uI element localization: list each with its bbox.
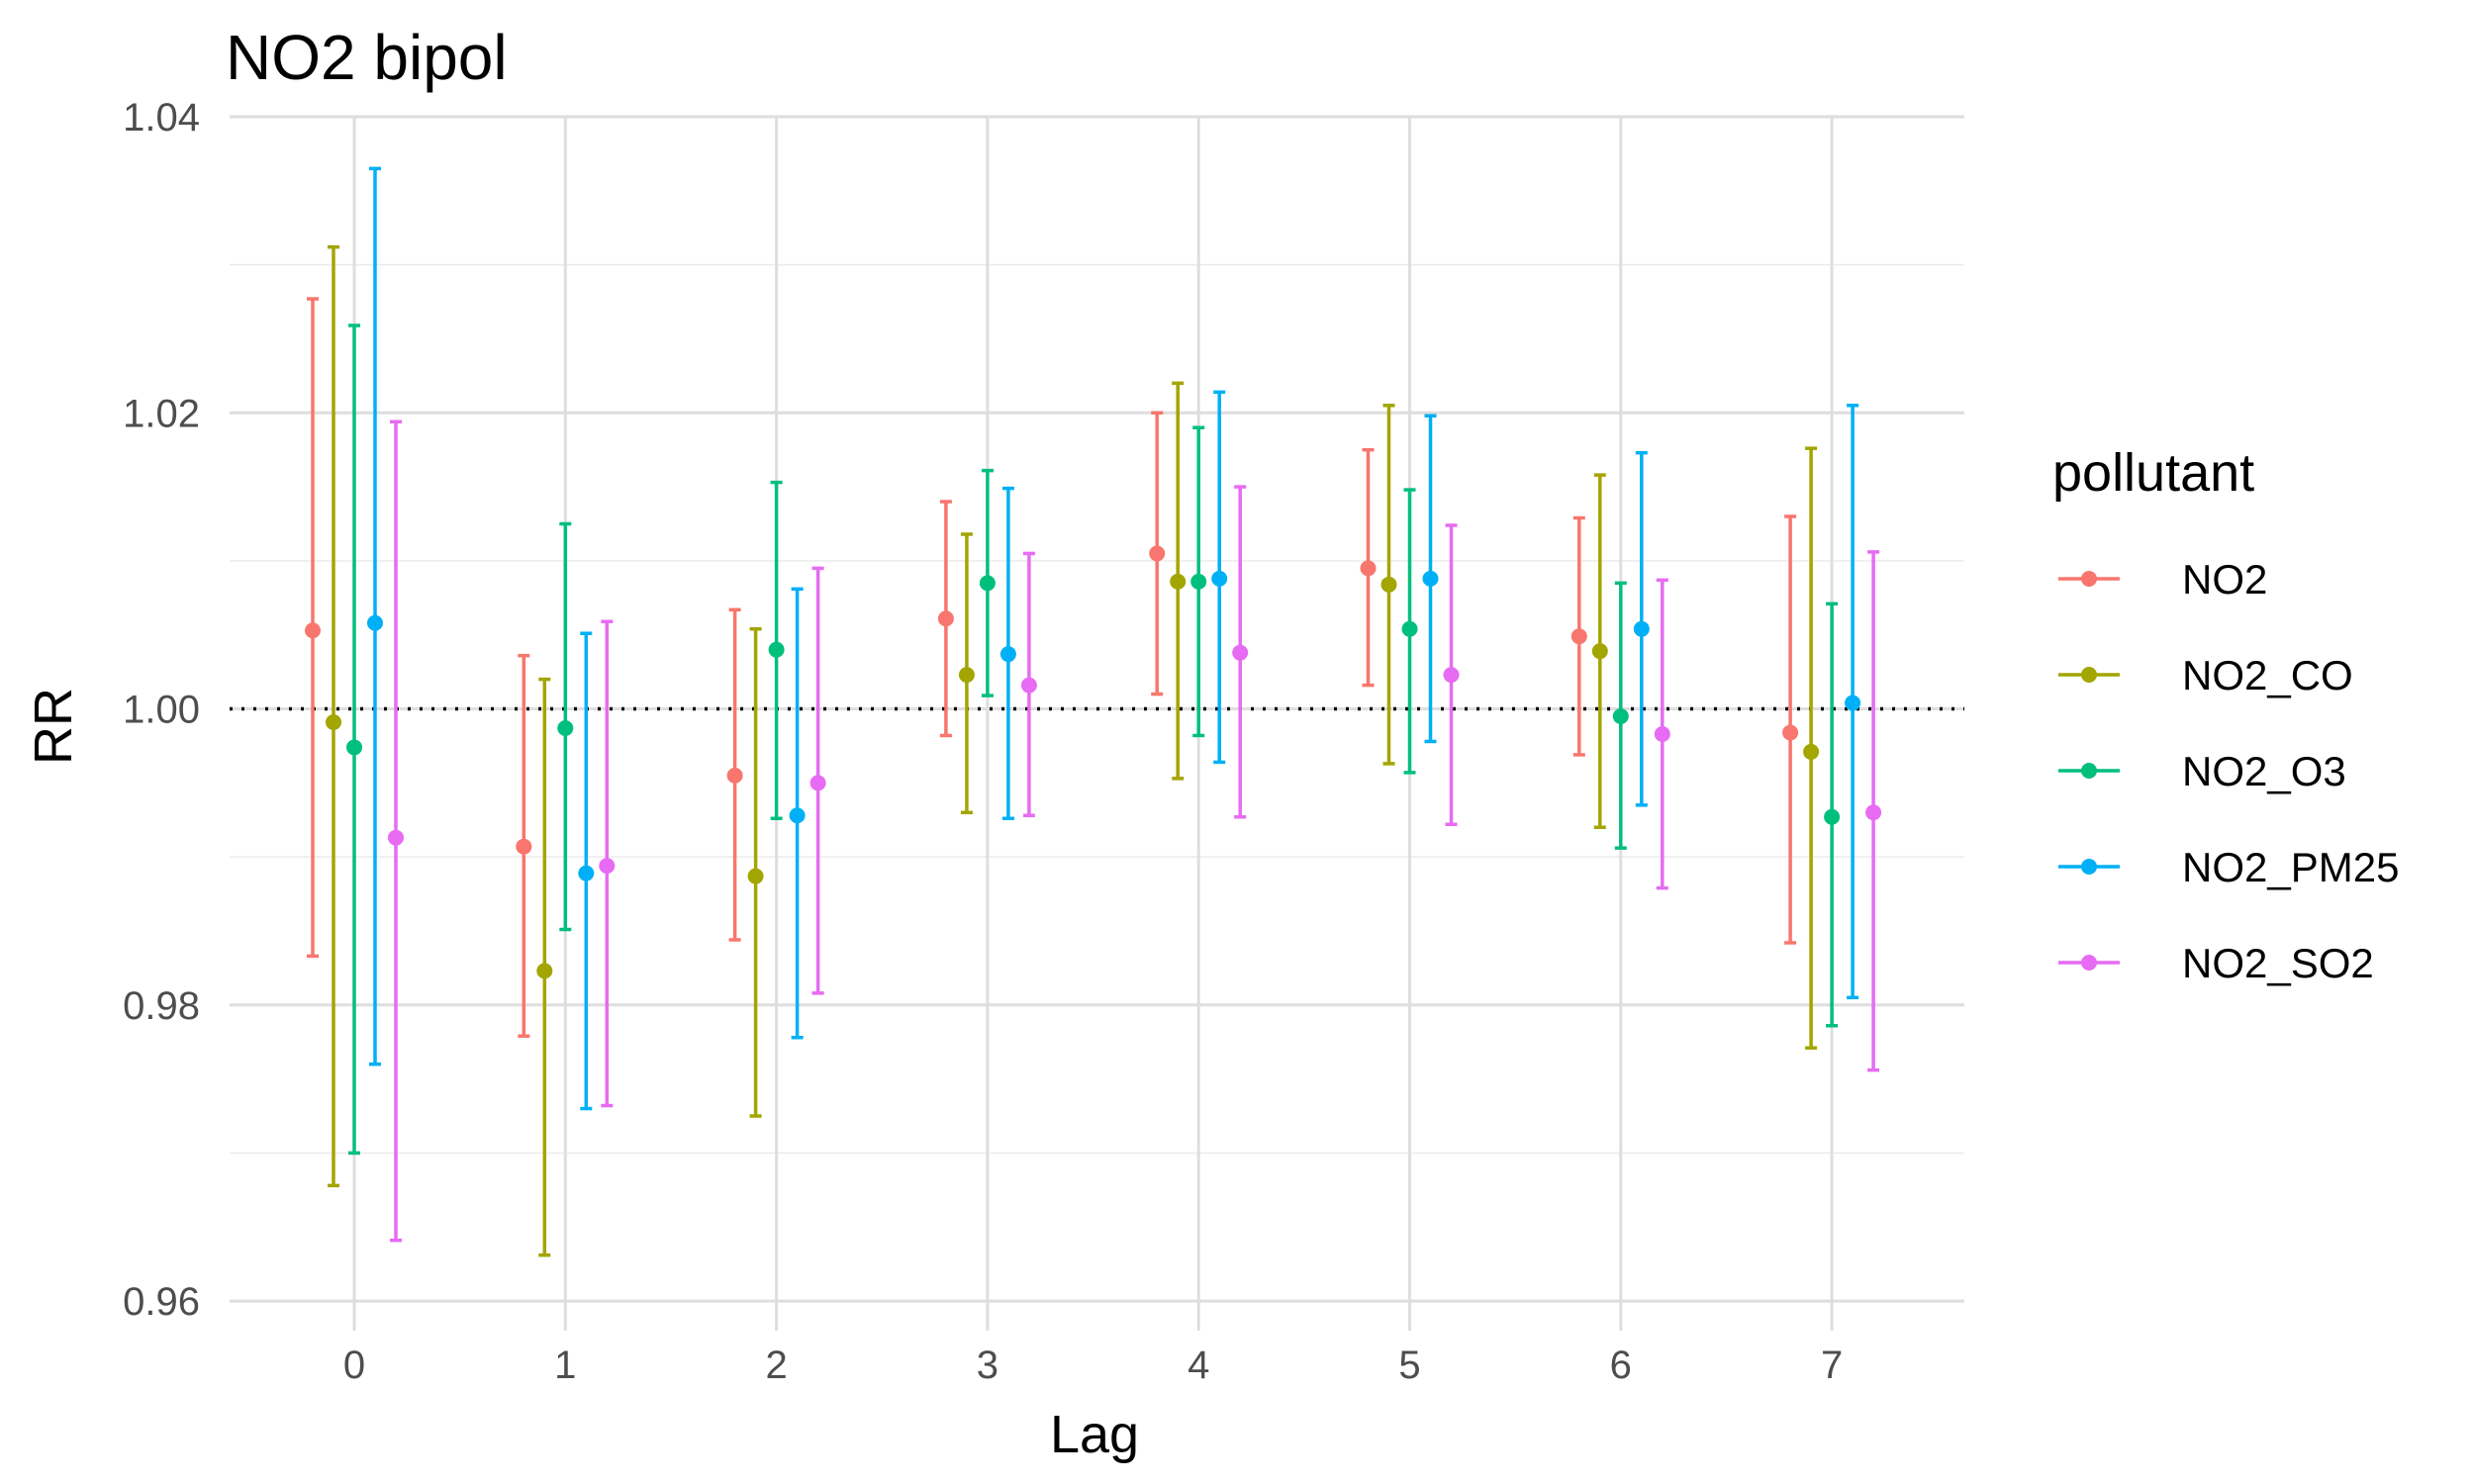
data-point — [326, 714, 341, 731]
data-point — [1170, 573, 1187, 590]
y-tick-label: 0.98 — [123, 984, 200, 1028]
series-no2-so2 — [388, 419, 1882, 1243]
legend-item: NO2_SO2 — [2058, 940, 2374, 986]
data-point — [747, 868, 764, 884]
data-point — [1612, 708, 1629, 725]
data-point — [1020, 677, 1037, 694]
grid-minor — [230, 263, 1964, 1155]
legend-label: NO2 — [2182, 556, 2267, 603]
data-point — [536, 963, 553, 979]
data-point — [937, 610, 954, 627]
y-tick-labels: 0.96 0.98 1.00 1.02 1.04 — [123, 96, 200, 1324]
legend-item: NO2_O3 — [2058, 748, 2346, 794]
legend-key-point — [2081, 763, 2097, 779]
data-point — [599, 858, 616, 875]
data-point — [346, 739, 362, 756]
data-point — [1422, 570, 1439, 587]
data-point — [1443, 667, 1460, 684]
data-point — [578, 865, 595, 881]
y-tick-label: 0.96 — [123, 1280, 200, 1324]
data-point — [1380, 576, 1397, 593]
chart-title: NO2 bipol — [226, 22, 508, 93]
x-tick-label: 1 — [554, 1344, 576, 1387]
legend-item: NO2_PM25 — [2058, 844, 2399, 890]
series-no2-co — [326, 244, 1820, 1257]
y-axis-title: RR — [24, 688, 83, 765]
legend-label: NO2_PM25 — [2182, 844, 2399, 890]
data-point — [726, 767, 743, 784]
legend-label: NO2_SO2 — [2182, 940, 2374, 986]
data-point — [789, 807, 806, 824]
legend-key-point — [2081, 571, 2097, 587]
data-point — [1865, 804, 1882, 821]
data-point — [1845, 695, 1861, 711]
x-tick-label: 0 — [343, 1344, 365, 1387]
legend-label: NO2_CO — [2182, 652, 2353, 698]
data-point — [1782, 724, 1799, 741]
data-point — [1360, 560, 1377, 577]
x-tick-label: 7 — [1821, 1344, 1843, 1387]
x-tick-label: 2 — [765, 1344, 787, 1387]
y-tick-label: 1.04 — [123, 96, 200, 139]
x-axis-title: Lag — [1050, 1405, 1139, 1464]
legend-item: NO2_CO — [2058, 652, 2353, 698]
legend-items: NO2 NO2_CO NO2_O3 NO2_PM25 NO2_SO2 — [2058, 556, 2399, 986]
data-point — [958, 667, 975, 684]
data-point — [1190, 573, 1207, 590]
data-point — [999, 646, 1016, 663]
data-point — [557, 719, 574, 736]
data-point — [305, 622, 321, 639]
data-point — [1591, 643, 1608, 660]
legend: pollutant NO2 NO2_CO NO2_O3 NO2_PM25 NO2_SO2 — [2052, 443, 2399, 986]
y-tick-label: 1.02 — [123, 392, 200, 435]
x-tick-labels: 0 1 2 3 4 5 6 7 — [343, 1344, 1843, 1387]
x-tick-label: 5 — [1398, 1344, 1420, 1387]
series-layer — [305, 166, 1882, 1257]
series-no2 — [305, 297, 1799, 1038]
data-point — [1570, 628, 1587, 645]
legend-key-point — [2081, 667, 2097, 683]
x-tick-label: 6 — [1610, 1344, 1632, 1387]
data-point — [1232, 644, 1249, 661]
x-tick-label: 3 — [977, 1344, 999, 1387]
legend-key-point — [2081, 859, 2097, 875]
legend-item: NO2 — [2058, 556, 2267, 603]
data-point — [809, 775, 826, 791]
data-point — [979, 575, 996, 592]
series-no2-o3 — [346, 324, 1841, 1156]
data-point — [1401, 620, 1418, 637]
x-tick-label: 4 — [1188, 1344, 1209, 1387]
data-point — [1149, 545, 1166, 562]
data-point — [1824, 808, 1841, 825]
data-point — [768, 641, 785, 658]
legend-label: NO2_O3 — [2182, 748, 2346, 794]
data-point — [367, 614, 383, 631]
y-tick-label: 1.00 — [123, 689, 200, 732]
data-point — [516, 838, 532, 855]
series-no2-pm25 — [367, 166, 1861, 1111]
data-point — [1803, 743, 1820, 760]
data-point — [388, 829, 404, 846]
data-point — [1633, 620, 1650, 637]
legend-title: pollutant — [2052, 443, 2254, 503]
legend-key-point — [2081, 955, 2097, 971]
data-point — [1654, 725, 1670, 742]
data-point — [1211, 570, 1228, 587]
